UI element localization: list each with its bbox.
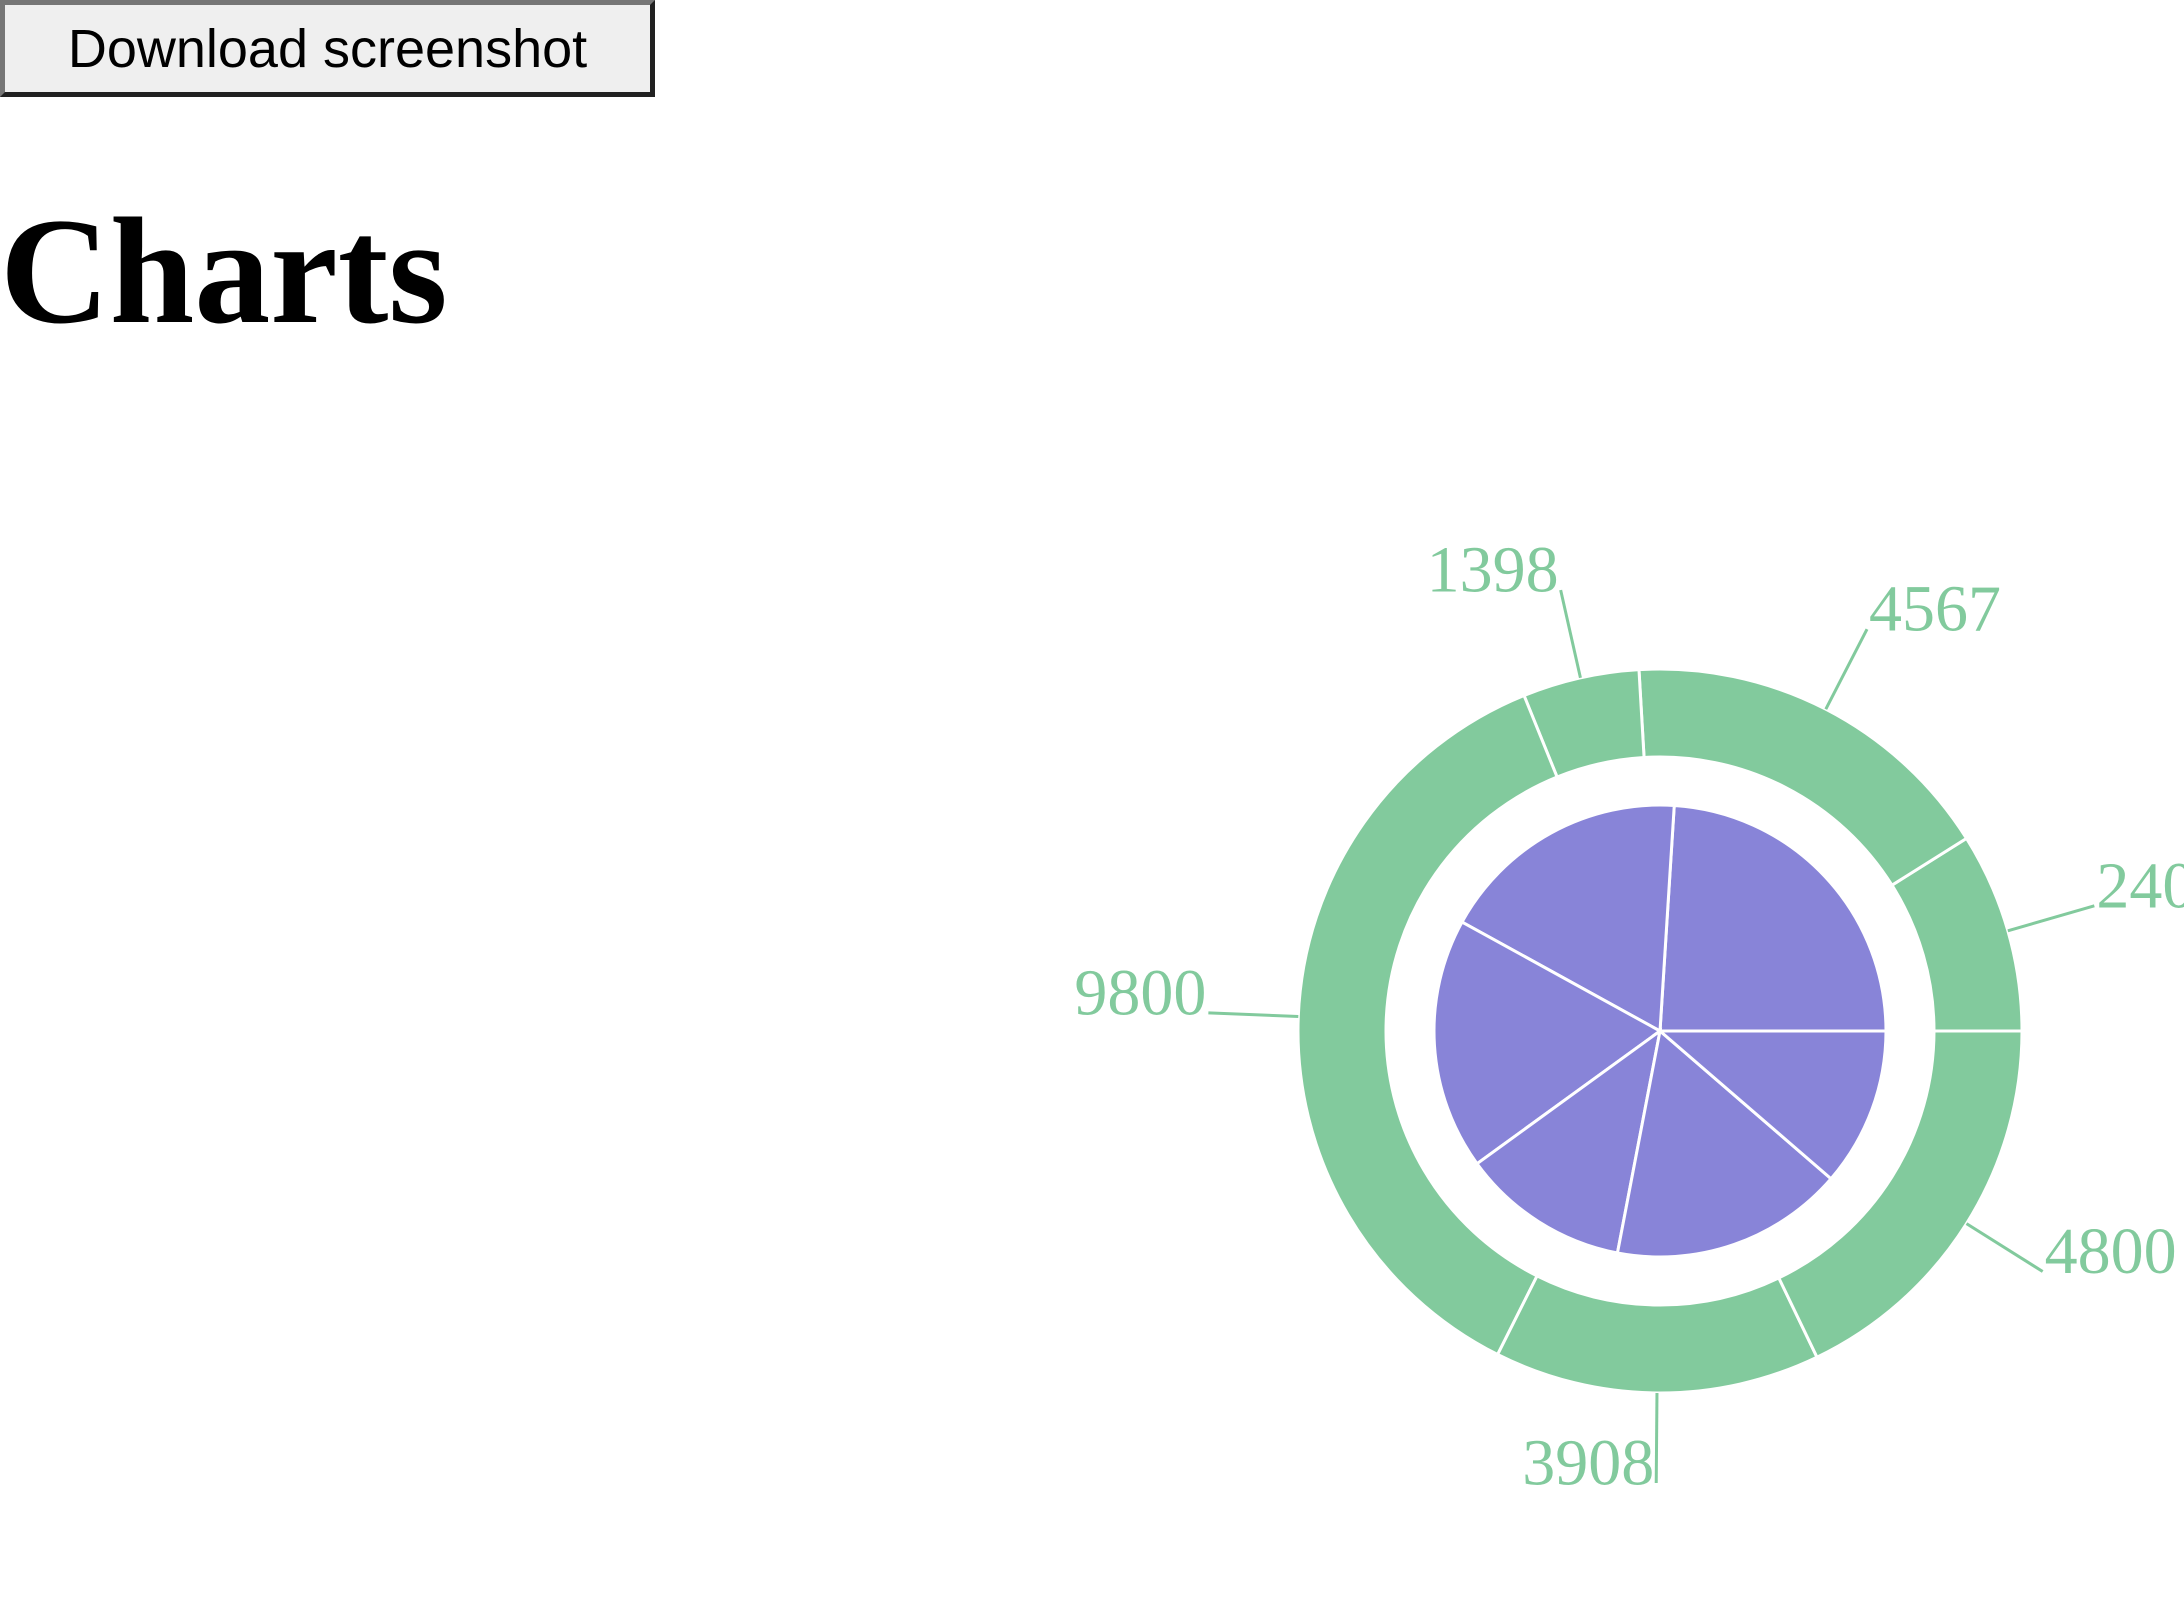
pie-slice [1658,803,1888,1033]
label-line [1965,1222,2044,1273]
slice-label: 3908 [1522,1426,1654,1499]
slice-label: 4800 [2045,1215,2177,1288]
pie-slice [1615,1028,1834,1259]
label-line [1654,1392,1659,1483]
download-button[interactable]: Download screenshot [0,0,655,97]
pie-slice [1776,1029,2024,1360]
label-line [1824,628,1869,710]
slice-label: 4567 [1869,573,2001,646]
label-line [2007,904,2095,933]
slice-label: 9800 [1074,956,1206,1029]
pie-slice [1296,693,1560,1357]
label-line [1559,589,1582,679]
slice-label: 2400 [2096,849,2184,922]
pie-slice [1432,919,1663,1166]
pie-slice [1459,803,1676,1034]
page-heading: Charts [0,187,448,355]
pie-slice [1655,1029,1888,1181]
slice-label: 1398 [1427,534,1559,607]
label-line [1208,1011,1299,1018]
pie-slice [1474,1027,1663,1255]
pie-slice [1495,1273,1819,1395]
